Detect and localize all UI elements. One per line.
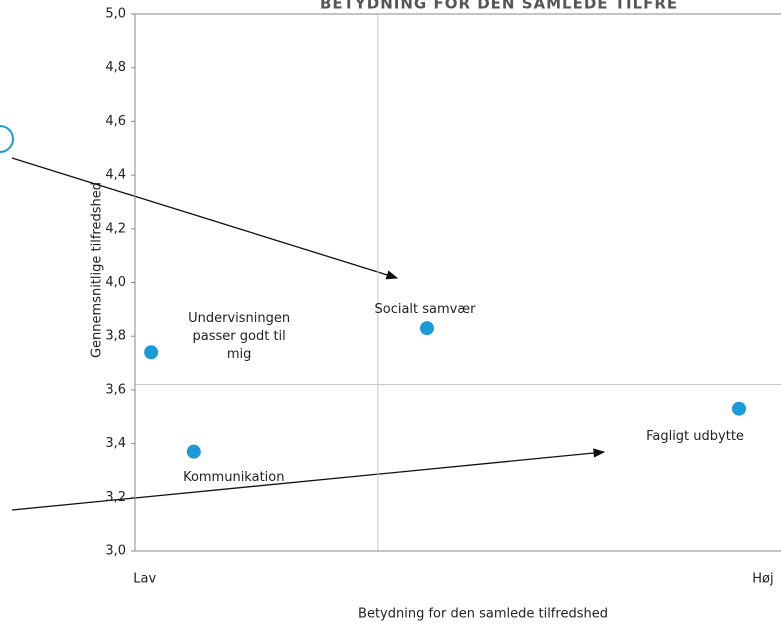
y-tick-label: 4,8 xyxy=(105,60,126,75)
arrow xyxy=(11,448,606,511)
point-label: Undervisningen passer godt til mig xyxy=(188,311,291,363)
partial-circle xyxy=(0,125,14,153)
x-tick-label: Lav xyxy=(133,572,156,587)
y-tick-label: 3,4 xyxy=(105,436,126,451)
point-label: Fagligt udbytte xyxy=(646,428,744,444)
point-label: Socialt samvær xyxy=(374,302,476,318)
chart-title: BETYDNING FOR DEN SAMLEDE TILFRE xyxy=(320,0,678,13)
y-tick-label: 4,2 xyxy=(105,221,126,236)
point xyxy=(144,345,159,360)
y-axis-label: Gennemsnitlige tilfredshed xyxy=(90,182,105,358)
point-label: Kommunikation xyxy=(183,469,285,485)
y-tick-label: 4,6 xyxy=(105,114,126,129)
arrow xyxy=(11,157,399,280)
y-tick-label: 4,0 xyxy=(105,275,126,290)
y-tick-label: 4,4 xyxy=(105,168,126,183)
point xyxy=(186,444,201,459)
y-tick-label: 3,0 xyxy=(105,544,126,559)
point xyxy=(732,401,747,416)
y-tick-label: 3,8 xyxy=(105,329,126,344)
point xyxy=(419,321,434,336)
y-tick-label: 5,0 xyxy=(105,7,126,22)
y-tick-label: 3,6 xyxy=(105,382,126,397)
x-tick-label: Høj xyxy=(752,572,773,587)
x-axis-label: Betydning for den samlede tilfredshed xyxy=(358,607,608,622)
y-tick-label: 3,2 xyxy=(105,490,126,505)
